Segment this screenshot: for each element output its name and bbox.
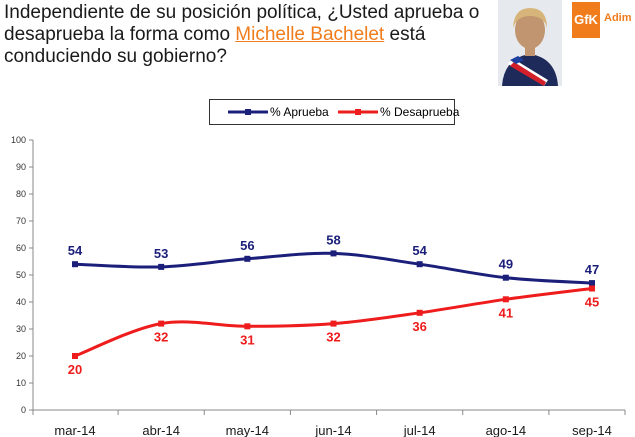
series-line-aprueba [74,251,593,285]
legend-swatch-aprueba [228,109,268,115]
portrait-photo [498,0,562,86]
data-label-desaprueba: 45 [585,295,599,310]
data-point-desaprueba [158,320,165,327]
data-label-desaprueba: 32 [326,330,340,345]
data-point-desaprueba [589,285,595,292]
gfk-logo: GfK Adim [568,0,635,44]
y-tick-label: 40 [16,297,26,307]
x-tick-label: ago-14 [486,423,526,437]
data-label-desaprueba: 20 [68,362,82,377]
legend-label-desaprueba: % Desaprueba [380,105,460,119]
x-tick-label: may-14 [226,423,269,437]
x-tick-label: jun-14 [314,423,351,437]
y-tick-label: 80 [16,189,26,199]
data-label-desaprueba: 41 [499,305,513,320]
y-tick-label: 90 [16,162,26,172]
title-prefix: Independiente de su posición política, ¿… [4,2,480,45]
data-point-desaprueba [244,323,251,330]
data-label-aprueba: 49 [499,257,513,272]
y-tick-label: 60 [16,243,26,253]
data-point-aprueba [502,274,509,281]
data-point-desaprueba [502,296,509,303]
data-point-aprueba [244,255,251,262]
legend-label-aprueba: % Aprueba [270,105,329,119]
data-label-aprueba: 54 [68,243,83,258]
data-point-aprueba [158,263,165,270]
data-label-desaprueba: 32 [154,330,168,345]
gfk-logo-mark: GfK [572,2,600,38]
chart-title: Independiente de su posición política, ¿… [4,2,484,68]
data-label-desaprueba: 31 [240,332,254,347]
x-tick-label: mar-14 [54,423,95,437]
portrait-icon [498,0,562,86]
legend-swatch-desaprueba [338,109,378,115]
y-tick-label: 0 [21,405,26,415]
data-label-aprueba: 54 [412,243,427,258]
y-tick-label: 30 [16,324,26,334]
gfk-logo-text: Adim [604,12,632,24]
y-tick-label: 10 [16,378,26,388]
data-point-desaprueba [330,320,337,327]
data-point-desaprueba [72,353,78,359]
data-label-aprueba: 47 [585,262,599,277]
data-label-desaprueba: 36 [412,319,426,334]
x-tick-label: sep-14 [572,423,612,437]
chart-legend: % Aprueba % Desaprueba [209,99,459,125]
x-tick-label: abr-14 [142,423,180,437]
data-label-aprueba: 53 [154,246,168,261]
title-suffix: está conduciendo su gobierno? [4,24,426,67]
data-point-aprueba [72,261,78,268]
x-tick-label: jul-14 [403,423,436,437]
data-label-aprueba: 56 [240,238,254,253]
y-tick-label: 100 [11,135,26,145]
data-label-aprueba: 58 [326,232,340,247]
data-point-aprueba [330,250,337,257]
data-point-aprueba [589,280,595,287]
title-name: Michelle Bachelet [235,24,385,45]
y-tick-label: 50 [16,270,26,280]
data-point-aprueba [416,261,423,268]
data-point-desaprueba [416,309,423,316]
y-tick-label: 70 [16,216,26,226]
y-tick-label: 20 [16,351,26,361]
